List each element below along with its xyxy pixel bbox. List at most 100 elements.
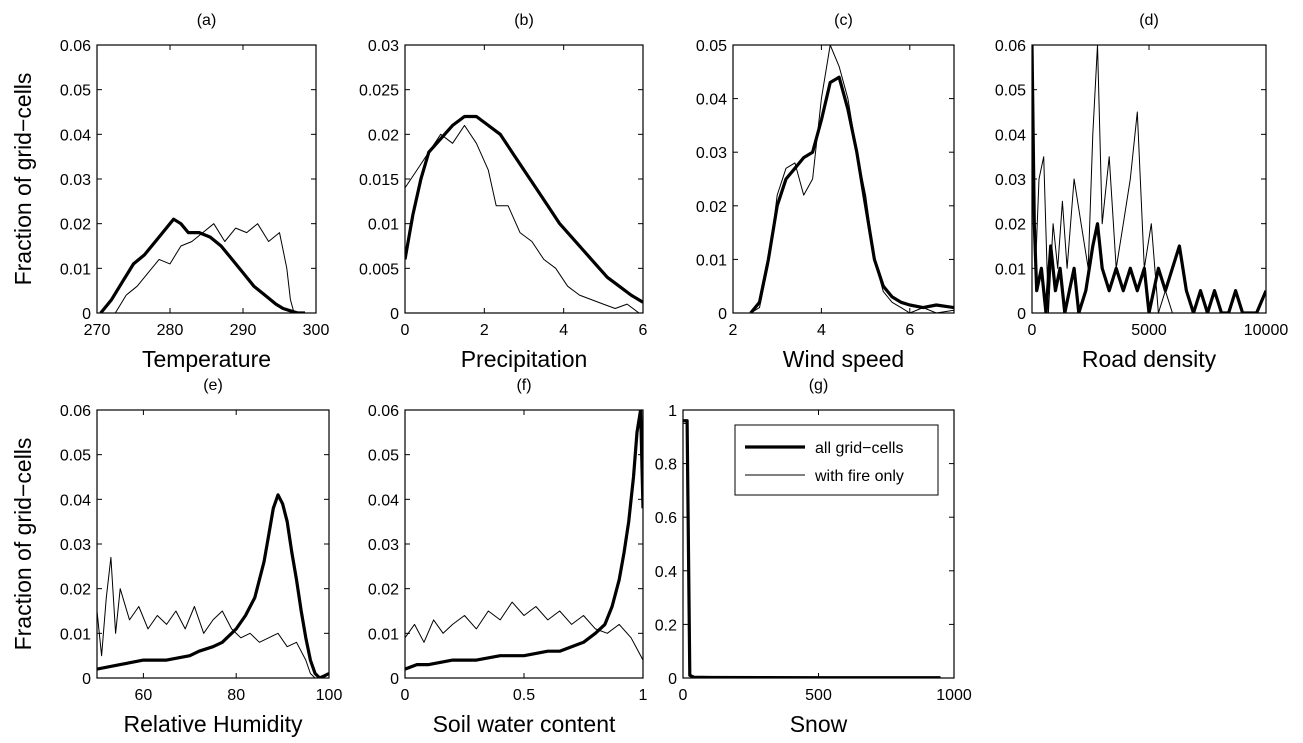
series-with-fire-only (405, 601, 643, 661)
panel-title: (g) (809, 377, 829, 394)
y-tick-label: 0 (668, 671, 677, 688)
y-tick-label: 0.03 (60, 172, 91, 189)
panel-g: 0 500 1000 0 0.2 0.4 0.6 0.8 1 (g) Snow all grid−ce… (655, 377, 972, 737)
legend-box (734, 424, 939, 496)
x-tick-label: 6 (639, 322, 648, 339)
panel-f: 0 0.5 1 0 0.01 0.02 0.03 0.04 0.05 0.06 (f) Soil wa… (368, 377, 648, 737)
x-axis-label: Temperature (142, 346, 271, 372)
y-tick-label: 0.6 (655, 510, 677, 527)
y-tick-label: 1 (668, 403, 677, 420)
x-axis-label: Soil water content (433, 711, 616, 737)
x-tick-label: 6 (905, 322, 914, 339)
y-tick-label: 0.03 (696, 145, 727, 162)
series-with-fire-only (97, 556, 316, 678)
y-tick-label: 0.01 (995, 261, 1026, 278)
x-axis-label: Precipitation (461, 346, 588, 372)
x-tick-label: 0 (401, 687, 410, 704)
x-tick-label: 0 (1028, 322, 1037, 339)
y-tick-label: 0.02 (368, 127, 399, 144)
y-tick-label: 0.06 (60, 38, 91, 55)
x-tick-label: 500 (805, 687, 832, 704)
y-tick-label: 0.05 (60, 83, 91, 100)
y-tick-label: 0.04 (995, 127, 1026, 144)
x-tick-label: 1000 (936, 687, 972, 704)
y-tick-label: 0.04 (60, 127, 91, 144)
y-tick-label: 0 (718, 306, 727, 323)
y-tick-label: 0.01 (368, 626, 399, 643)
series-all-grid-cells (405, 114, 643, 304)
x-tick-label: 270 (84, 322, 111, 339)
y-tick-label: 0.04 (696, 92, 727, 109)
panel-title: (a) (197, 12, 217, 29)
y-tick-label: 0.02 (995, 217, 1026, 234)
y-tick-label: 0 (390, 306, 399, 323)
series-all-grid-cells (749, 75, 954, 313)
panel-a: 270 280 290 300 0 0.01 0.02 0.03 0.04 0.05 0.06 (a)… (10, 12, 329, 372)
y-tick-label: 0.02 (60, 582, 91, 599)
x-axis-label: Road density (1082, 346, 1217, 372)
x-tick-label: 80 (227, 687, 245, 704)
y-tick-label: 0.05 (696, 38, 727, 55)
x-tick-label: 1 (639, 687, 648, 704)
x-tick-label: 280 (157, 322, 184, 339)
y-tick-label: 0 (82, 671, 91, 688)
panel-title: (f) (516, 377, 531, 394)
y-tick-label: 0.03 (60, 537, 91, 554)
y-tick-label: 0.01 (60, 626, 91, 643)
axes-frame (96, 409, 330, 679)
x-tick-label: 4 (817, 322, 826, 339)
y-tick-label: 0.02 (60, 217, 91, 234)
y-tick-label: 0 (1017, 306, 1026, 323)
y-tick-label: 0.005 (359, 261, 399, 278)
legend-label: with fire only (814, 468, 904, 485)
y-axis-label: Fraction of grid−cells (10, 438, 36, 651)
x-tick-label: 5000 (1131, 322, 1167, 339)
x-tick-label: 4 (559, 322, 568, 339)
panel-title: (b) (514, 12, 534, 29)
x-tick-label: 100 (316, 687, 343, 704)
panel-c: 2 4 6 0 0.01 0.02 0.03 0.04 0.05 (c) Wind speed (696, 12, 955, 372)
axes-frame (732, 44, 955, 314)
panel-title: (e) (203, 377, 223, 394)
y-tick-label: 0.06 (368, 403, 399, 420)
y-tick-label: 0.06 (60, 403, 91, 420)
x-tick-label: 300 (303, 322, 330, 339)
series-with-fire-only (114, 223, 295, 313)
legend-label: all grid−cells (815, 440, 903, 457)
y-tick-label: 0.02 (368, 582, 399, 599)
x-tick-label: 290 (230, 322, 257, 339)
x-tick-label: 0.5 (513, 687, 535, 704)
x-tick-label: 2 (729, 322, 738, 339)
axes-frame (1031, 44, 1267, 314)
panel-title: (c) (834, 12, 853, 29)
axes-frame (404, 409, 644, 679)
x-tick-label: 60 (135, 687, 153, 704)
y-tick-label: 0.2 (655, 617, 677, 634)
y-tick-label: 0.015 (359, 172, 399, 189)
series-all-grid-cells (99, 217, 305, 313)
panel-b: 0 2 4 6 0 0.005 0.01 0.015 0.02 0.025 0.03 (b) Preci… (359, 12, 648, 372)
x-axis-label: Relative Humidity (124, 711, 303, 737)
y-tick-label: 0.01 (696, 252, 727, 269)
series-with-fire-only (405, 124, 640, 313)
legend: all grid−cells with fire only (734, 424, 939, 496)
y-axis-label: Fraction of grid−cells (10, 73, 36, 286)
panel-d: 0 5000 10000 0 0.01 0.02 0.03 0.04 0.05 0.06 (d) Ro… (995, 12, 1288, 372)
x-tick-label: 0 (401, 322, 410, 339)
x-axis-label: Wind speed (783, 346, 904, 372)
series-with-fire-only (750, 45, 954, 313)
y-tick-label: 0.05 (995, 83, 1026, 100)
y-tick-label: 0.03 (995, 172, 1026, 189)
y-tick-label: 0.06 (995, 38, 1026, 55)
axes-frame (404, 44, 644, 314)
panel-title: (d) (1139, 12, 1159, 29)
y-tick-label: 0.8 (655, 457, 677, 474)
y-tick-label: 0.04 (60, 492, 91, 509)
y-tick-label: 0.05 (60, 448, 91, 465)
series-all-grid-cells (405, 410, 643, 671)
x-tick-label: 10000 (1244, 322, 1289, 339)
y-tick-label: 0.03 (368, 537, 399, 554)
series-all-grid-cells (97, 493, 329, 678)
panel-e: 60 80 100 0 0.01 0.02 0.03 0.04 0.05 0.06 (e) Relat… (10, 377, 342, 737)
